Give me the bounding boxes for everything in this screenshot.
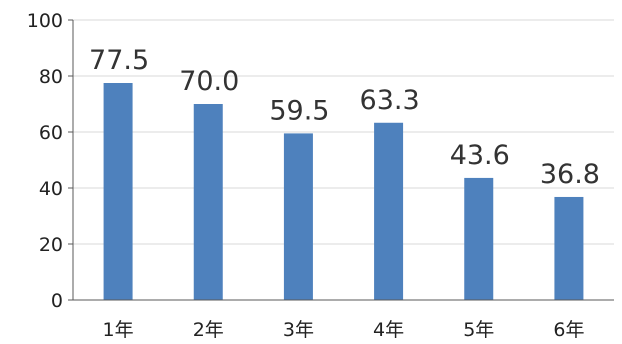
data-label: 63.3	[360, 85, 420, 116]
x-tick-label: 3年	[283, 319, 314, 341]
bar	[193, 104, 223, 300]
bar	[374, 122, 404, 300]
axes	[68, 19, 614, 301]
y-tick-label: 60	[39, 122, 63, 144]
bar	[554, 196, 584, 300]
y-tick-labels: 0 20 40 60 80 100	[27, 10, 63, 312]
y-tick-label: 0	[51, 290, 63, 312]
x-tick-label: 6年	[553, 319, 584, 341]
y-tick-label: 40	[39, 178, 63, 200]
data-label: 77.5	[89, 45, 149, 76]
data-labels: 77.5 70.0 59.5 63.3 43.6 36.8	[89, 45, 600, 190]
y-tick-label: 20	[39, 234, 63, 256]
x-tick-label: 4年	[373, 319, 404, 341]
x-tick-labels: 1年 2年 3年 4年 5年 6年	[103, 319, 585, 341]
y-tick-label: 80	[39, 66, 63, 88]
data-label: 70.0	[179, 66, 239, 97]
data-label: 43.6	[450, 140, 510, 171]
data-label: 59.5	[269, 95, 329, 126]
x-tick-label: 5年	[463, 319, 494, 341]
y-tick-label: 100	[27, 10, 63, 32]
bar	[464, 177, 494, 300]
data-label: 36.8	[540, 159, 600, 190]
x-tick-label: 2年	[193, 319, 224, 341]
grid-lines	[73, 19, 614, 245]
bar	[283, 133, 313, 300]
x-tick-label: 1年	[103, 319, 134, 341]
bar	[103, 83, 133, 300]
bars	[103, 83, 584, 300]
